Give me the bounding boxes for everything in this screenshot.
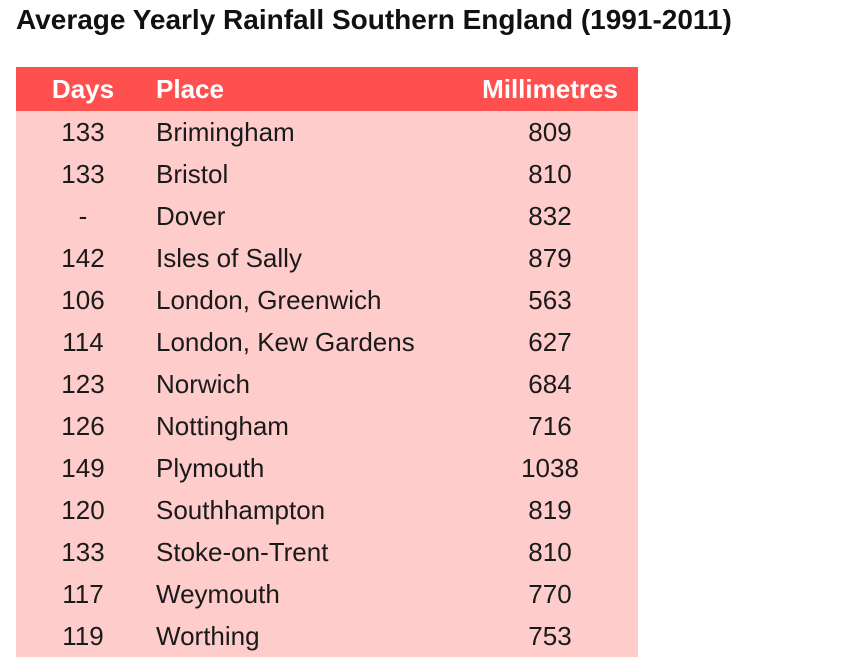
cell-place: London, Kew Gardens [156, 326, 415, 357]
cell-place: Dover [156, 200, 226, 231]
table-row: 120 Southhampton 819 [16, 489, 638, 531]
cell-millimetres: 809 [528, 116, 572, 147]
table-row: 119 Worthing 753 [16, 615, 638, 657]
cell-days: 133 [61, 536, 105, 567]
cell-days: 142 [61, 242, 105, 273]
table-row: 149 Plymouth 1038 [16, 447, 638, 489]
cell-place: Southhampton [156, 494, 326, 525]
cell-place: London, Greenwich [156, 284, 382, 315]
table-row: 133 Brimingham 809 [16, 111, 638, 153]
header-place: Place [156, 73, 224, 104]
cell-place: Norwich [156, 368, 250, 399]
table-row: - Dover 832 [16, 195, 638, 237]
cell-millimetres: 563 [528, 284, 572, 315]
cell-place: Bristol [156, 158, 229, 189]
cell-millimetres: 627 [528, 326, 572, 357]
cell-place: Brimingham [156, 116, 295, 147]
rainfall-table: Days Place Millimetres 133 Brimingham 80… [16, 67, 638, 657]
cell-millimetres: 810 [528, 158, 572, 189]
cell-days: 106 [61, 284, 105, 315]
table-row: 123 Norwich 684 [16, 363, 638, 405]
header-millimetres: Millimetres [482, 73, 618, 104]
cell-millimetres: 879 [528, 242, 572, 273]
cell-millimetres: 684 [528, 368, 572, 399]
cell-days: 133 [61, 158, 105, 189]
table-row: 133 Bristol 810 [16, 153, 638, 195]
cell-place: Worthing [156, 620, 260, 651]
cell-millimetres: 810 [528, 536, 572, 567]
table-row: 114 London, Kew Gardens 627 [16, 321, 638, 363]
cell-place: Nottingham [156, 410, 289, 441]
cell-millimetres: 1038 [521, 452, 579, 483]
table-row: 117 Weymouth 770 [16, 573, 638, 615]
cell-place: Stoke-on-Trent [156, 536, 329, 567]
table-row: 106 London, Greenwich 563 [16, 279, 638, 321]
cell-millimetres: 819 [528, 494, 572, 525]
page-title: Average Yearly Rainfall Southern England… [16, 4, 732, 35]
cell-place: Isles of Sally [156, 242, 302, 273]
cell-days: - [78, 200, 88, 231]
table-row: 142 Isles of Sally 879 [16, 237, 638, 279]
cell-days: 114 [62, 326, 104, 357]
cell-days: 120 [61, 494, 105, 525]
cell-days: 126 [61, 410, 105, 441]
cell-millimetres: 770 [528, 578, 572, 609]
cell-days: 149 [61, 452, 105, 483]
cell-millimetres: 832 [528, 200, 572, 231]
table-row: 133 Stoke-on-Trent 810 [16, 531, 638, 573]
table-header-row: Days Place Millimetres [16, 67, 638, 111]
cell-days: 133 [61, 116, 105, 147]
cell-days: 119 [62, 620, 104, 651]
header-days: Days [51, 73, 115, 104]
cell-days: 117 [62, 578, 104, 609]
cell-millimetres: 716 [528, 410, 572, 441]
cell-days: 123 [61, 368, 105, 399]
cell-millimetres: 753 [528, 620, 572, 651]
table-body: 133 Brimingham 809 133 Bristol 810 - Dov… [16, 111, 638, 657]
cell-place: Plymouth [156, 452, 265, 483]
cell-place: Weymouth [156, 578, 280, 609]
table-row: 126 Nottingham 716 [16, 405, 638, 447]
